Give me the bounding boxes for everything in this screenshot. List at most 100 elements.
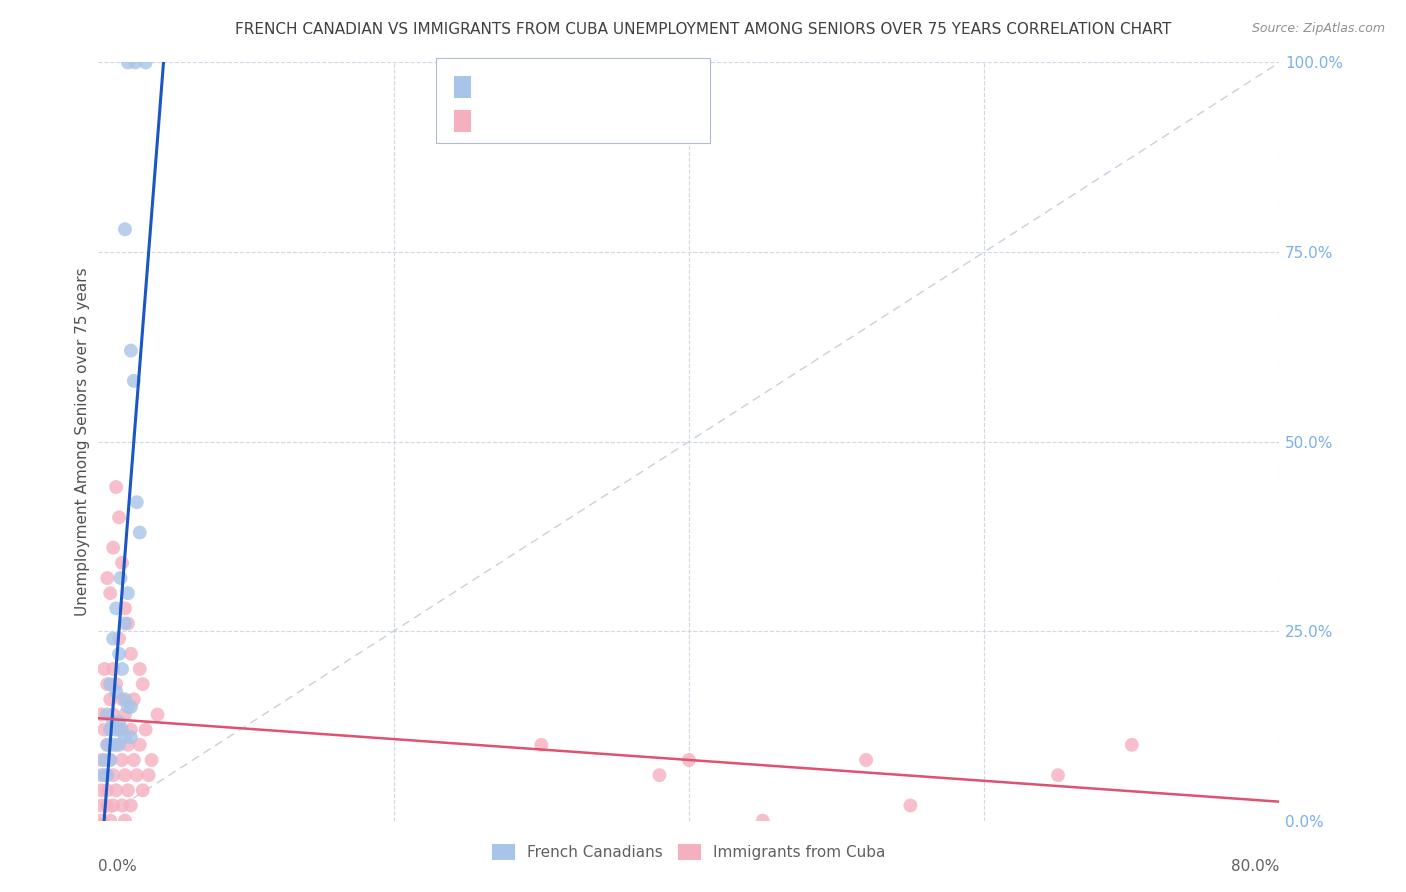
Point (855, 753, 877, 767)
Point (103, 798, 125, 813)
Point (114, 730, 136, 744)
Point (122, 374, 145, 388)
Point (96, 571, 118, 585)
Point (103, 632, 125, 646)
Point (93, 662, 115, 676)
Point (117, 616, 139, 631)
Point (96, 707, 118, 722)
Text: R = -0.116  N = 61: R = -0.116 N = 61 (479, 113, 637, 128)
Point (111, 798, 134, 813)
Point (122, 753, 145, 767)
Point (120, 699, 142, 714)
Point (108, 723, 131, 737)
Point (138, 768, 160, 782)
Point (114, 814, 136, 828)
Point (90, 814, 112, 828)
Text: Source: ZipAtlas.com: Source: ZipAtlas.com (1251, 22, 1385, 36)
Point (132, 783, 155, 797)
Point (105, 783, 128, 797)
Point (108, 715, 131, 730)
Point (110, 571, 132, 585)
Point (117, 55, 139, 70)
Point (90, 783, 112, 797)
Point (105, 677, 128, 691)
Point (146, 707, 169, 722)
Point (108, 632, 131, 646)
Point (90, 707, 112, 722)
Point (96, 783, 118, 797)
Point (93, 768, 115, 782)
Point (114, 768, 136, 782)
Point (111, 556, 134, 570)
Point (122, 692, 145, 706)
Point (752, 814, 775, 828)
Point (98, 814, 121, 828)
Point (1046, 768, 1070, 782)
Point (1121, 738, 1143, 752)
Point (135, 55, 157, 70)
Point (128, 525, 150, 540)
Point (98, 753, 121, 767)
Point (117, 586, 139, 600)
Point (98, 753, 121, 767)
Point (93, 753, 115, 767)
Point (141, 753, 163, 767)
Point (128, 738, 150, 752)
Text: 80.0%: 80.0% (1232, 858, 1279, 873)
Y-axis label: Unemployment Among Seniors over 75 years: Unemployment Among Seniors over 75 years (75, 268, 90, 615)
Point (105, 601, 128, 615)
Point (124, 55, 146, 70)
Point (105, 685, 128, 699)
Point (135, 723, 157, 737)
Point (114, 707, 136, 722)
Point (103, 738, 125, 752)
Point (108, 738, 131, 752)
Point (98, 677, 121, 691)
Point (114, 692, 136, 706)
Point (103, 541, 125, 555)
Legend: French Canadians, Immigrants from Cuba: French Canadians, Immigrants from Cuba (486, 838, 891, 866)
Point (108, 647, 131, 661)
Point (117, 783, 139, 797)
Point (103, 707, 125, 722)
Point (105, 738, 128, 752)
Point (678, 753, 700, 767)
Point (125, 768, 148, 782)
Point (105, 480, 128, 494)
Point (96, 798, 118, 813)
Point (111, 692, 134, 706)
Point (117, 699, 139, 714)
Point (111, 723, 134, 737)
Point (132, 677, 155, 691)
Point (96, 738, 118, 752)
Point (96, 677, 118, 691)
Point (114, 222, 136, 236)
Point (120, 647, 142, 661)
Point (98, 586, 121, 600)
Point (125, 495, 148, 509)
Point (114, 616, 136, 631)
Point (105, 723, 128, 737)
Point (90, 768, 112, 782)
Point (103, 715, 125, 730)
Point (111, 753, 134, 767)
Point (128, 662, 150, 676)
Point (120, 730, 142, 744)
Point (111, 662, 134, 676)
Point (114, 601, 136, 615)
Point (120, 343, 142, 358)
Point (530, 738, 553, 752)
Text: 0.0%: 0.0% (98, 858, 138, 873)
Point (90, 798, 112, 813)
Point (120, 798, 142, 813)
Point (90, 753, 112, 767)
Point (103, 662, 125, 676)
Point (900, 798, 922, 813)
Text: R = 0.473   N = 35: R = 0.473 N = 35 (479, 79, 636, 95)
Point (103, 768, 125, 782)
Text: FRENCH CANADIAN VS IMMIGRANTS FROM CUBA UNEMPLOYMENT AMONG SENIORS OVER 75 YEARS: FRENCH CANADIAN VS IMMIGRANTS FROM CUBA … (235, 22, 1171, 37)
Point (96, 738, 118, 752)
Point (93, 723, 115, 737)
Point (648, 768, 671, 782)
Point (96, 768, 118, 782)
